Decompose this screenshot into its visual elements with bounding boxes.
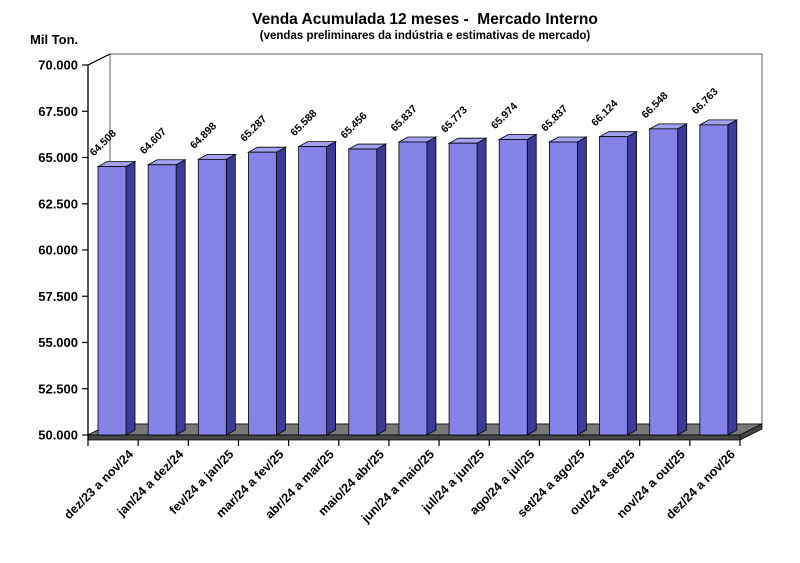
bar <box>699 124 729 436</box>
bar-side-face <box>677 123 688 436</box>
bar <box>498 139 528 436</box>
y-tick-label: 55.000 <box>38 335 78 350</box>
bar-side-face <box>526 133 537 436</box>
bar-side-face <box>476 137 487 436</box>
y-tick-label: 65.000 <box>38 150 78 165</box>
bar <box>298 146 328 436</box>
bar-side-face <box>276 146 286 436</box>
y-axis-unit-label: Mil Ton. <box>30 32 79 47</box>
bar-side-face <box>326 140 337 436</box>
bar-side-face <box>727 119 738 436</box>
bar <box>147 164 177 436</box>
y-tick-label: 62.500 <box>38 196 78 211</box>
bar-side-face <box>225 153 236 436</box>
bar <box>197 158 227 436</box>
bar-side-face <box>426 136 437 436</box>
bar <box>348 148 378 436</box>
bar <box>248 151 277 436</box>
bar-side-face <box>125 160 136 436</box>
y-tick-label: 50.000 <box>38 428 78 443</box>
chart-title: Venda Acumulada 12 meses - Mercado Inter… <box>252 11 598 28</box>
y-tick-label: 70.000 <box>38 58 78 73</box>
chart-floor-right-edge <box>739 423 763 441</box>
bar-side-face <box>627 131 637 436</box>
y-tick-label: 60.000 <box>38 243 78 258</box>
bar <box>599 136 628 436</box>
bar-side-face <box>376 143 387 436</box>
bar <box>548 141 578 436</box>
bar <box>398 141 428 436</box>
bar <box>448 142 478 436</box>
bar <box>97 166 127 436</box>
chart-header: Venda Acumulada 12 meses - Mercado Inter… <box>50 10 800 44</box>
y-tick-label: 67.500 <box>38 104 78 119</box>
y-tick-label: 57.500 <box>38 289 78 304</box>
y-axis-top-connector <box>87 53 111 66</box>
bar-side-face <box>576 136 587 436</box>
bar <box>649 128 679 436</box>
y-tick-label: 52.500 <box>38 381 78 396</box>
chart-floor-front-edge <box>87 434 741 441</box>
bar-side-face <box>175 159 186 436</box>
chart-subtitle: (vendas preliminares da indústria e esti… <box>259 30 591 43</box>
